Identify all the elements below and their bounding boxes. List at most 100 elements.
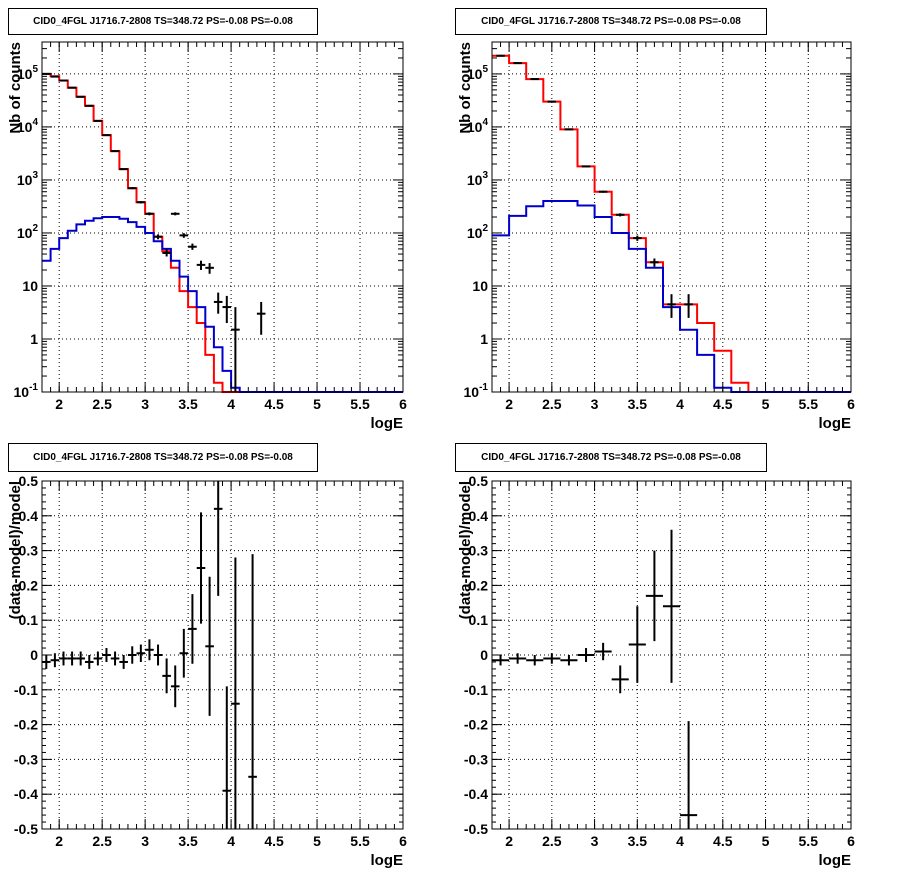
x-tick-label: 6 bbox=[399, 833, 407, 849]
data-point bbox=[67, 86, 77, 89]
x-tick-label: 2.5 bbox=[92, 396, 112, 412]
data-point bbox=[594, 642, 612, 661]
minor-ticks bbox=[41, 41, 404, 392]
y-tick-label: 0 bbox=[30, 647, 38, 663]
y-tick-label: 1 bbox=[30, 331, 38, 347]
data-point bbox=[231, 307, 240, 392]
y-tick-label: 104 bbox=[17, 117, 39, 135]
x-tick-label: 4.5 bbox=[264, 833, 284, 849]
axis-ticks: 2 2.5 3 3.5 4 4.5 5 5.5 6 10-1 1 10 102 103 104 105 bbox=[464, 42, 855, 412]
axis-ticks: 2 2.5 3 3.5 4 4.5 5 5.5 6 -0.5 -0.4 -0.3 -0.2 -0.1 0 0.… bbox=[14, 473, 407, 849]
y-tick-label: 104 bbox=[467, 117, 489, 135]
y-axis-label: (data-model)/model bbox=[7, 481, 24, 619]
data-point bbox=[127, 646, 137, 664]
x-tick-label: 3.5 bbox=[178, 833, 198, 849]
data-point bbox=[231, 557, 240, 829]
x-axis-label: logE bbox=[819, 852, 852, 869]
y-axis-label: Nb of counts bbox=[7, 42, 24, 134]
data-point bbox=[615, 213, 625, 217]
y-tick-label: 0 bbox=[480, 647, 488, 663]
data-point bbox=[222, 686, 232, 829]
data-point bbox=[248, 554, 257, 829]
x-tick-label: 4 bbox=[676, 833, 684, 849]
series-background-model-line bbox=[42, 216, 403, 393]
data-point bbox=[50, 75, 60, 78]
x-axis-label: logE bbox=[371, 852, 404, 869]
plot-frame bbox=[491, 41, 852, 393]
y-tick-label: 0.3 bbox=[19, 543, 39, 559]
x-tick-label: 6 bbox=[847, 833, 855, 849]
x-tick-label: 2 bbox=[55, 833, 63, 849]
data-point bbox=[205, 263, 214, 274]
x-tick-label: 2 bbox=[505, 396, 513, 412]
x-tick-label: 3 bbox=[141, 396, 149, 412]
axis-ticks: 2 2.5 3 3.5 4 4.5 5 5.5 6 -0.5 -0.4 -0.3 -0.2 -0.1 0 0.… bbox=[464, 473, 855, 849]
data-point bbox=[136, 644, 146, 662]
x-tick-label: 3 bbox=[591, 396, 599, 412]
y-tick-label: 105 bbox=[17, 64, 39, 82]
data-point bbox=[650, 258, 659, 267]
data-point bbox=[102, 648, 111, 662]
data-point bbox=[564, 128, 574, 131]
y-tick-label: 0.1 bbox=[19, 612, 39, 628]
plot-frame bbox=[41, 41, 404, 393]
data-point bbox=[59, 79, 68, 82]
data-point bbox=[162, 249, 171, 257]
data-point bbox=[492, 655, 510, 666]
y-tick-label: 103 bbox=[17, 170, 39, 188]
data-point bbox=[153, 234, 163, 240]
x-tick-label: 6 bbox=[399, 396, 407, 412]
x-tick-label: 4.5 bbox=[713, 396, 733, 412]
y-tick-label: 1 bbox=[480, 331, 488, 347]
x-tick-label: 2.5 bbox=[542, 833, 562, 849]
chart-title: CID0_4FGL J1716.7-2808 TS=348.72 PS=-0.0… bbox=[455, 8, 767, 35]
x-tick-label: 2 bbox=[505, 833, 513, 849]
x-tick-label: 5 bbox=[762, 396, 770, 412]
y-tick-label: -0.3 bbox=[14, 751, 38, 767]
data-point bbox=[581, 165, 591, 168]
data-point bbox=[188, 594, 197, 664]
data-point bbox=[628, 606, 646, 683]
x-tick-label: 5.5 bbox=[799, 833, 819, 849]
data-point bbox=[645, 550, 663, 642]
data-point bbox=[102, 134, 111, 137]
data-point bbox=[196, 512, 206, 624]
y-tick-label: -0.5 bbox=[464, 821, 488, 837]
data-point bbox=[76, 95, 85, 98]
x-tick-label: 2.5 bbox=[542, 396, 562, 412]
data-point bbox=[662, 529, 681, 683]
y-tick-label: 0.4 bbox=[19, 508, 39, 524]
y-tick-label: 0.2 bbox=[469, 577, 489, 593]
data-point bbox=[59, 651, 68, 666]
data-point bbox=[76, 651, 85, 666]
x-tick-label: 5 bbox=[762, 833, 770, 849]
data-point bbox=[509, 653, 527, 664]
data-point bbox=[119, 655, 128, 669]
y-tick-label: -0.3 bbox=[464, 751, 488, 767]
x-tick-label: 3.5 bbox=[628, 833, 648, 849]
data-point bbox=[170, 665, 180, 708]
y-tick-label: -0.2 bbox=[464, 717, 488, 733]
x-tick-label: 5 bbox=[313, 396, 321, 412]
chart-title: CID0_4FGL J1716.7-2808 TS=348.72 PS=-0.0… bbox=[8, 8, 318, 35]
data-point bbox=[205, 576, 214, 716]
series-model-line bbox=[492, 54, 851, 393]
data-points bbox=[496, 54, 693, 318]
y-tick-label: 0.5 bbox=[19, 473, 39, 489]
data-point bbox=[680, 721, 698, 829]
data-point bbox=[598, 190, 608, 193]
data-point bbox=[119, 168, 128, 171]
data-point bbox=[153, 644, 163, 666]
data-point bbox=[170, 212, 180, 216]
x-tick-label: 3.5 bbox=[178, 396, 198, 412]
data-point bbox=[93, 651, 103, 666]
y-tick-label: 102 bbox=[467, 223, 489, 241]
minor-ticks bbox=[491, 41, 852, 392]
y-tick-label: 10-1 bbox=[14, 382, 39, 400]
data-point bbox=[526, 655, 544, 666]
data-point bbox=[179, 628, 189, 678]
x-tick-label: 5.5 bbox=[799, 396, 819, 412]
chart-title: CID0_4FGL J1716.7-2808 TS=348.72 PS=-0.0… bbox=[455, 443, 767, 472]
y-tick-label: -0.4 bbox=[464, 786, 488, 802]
